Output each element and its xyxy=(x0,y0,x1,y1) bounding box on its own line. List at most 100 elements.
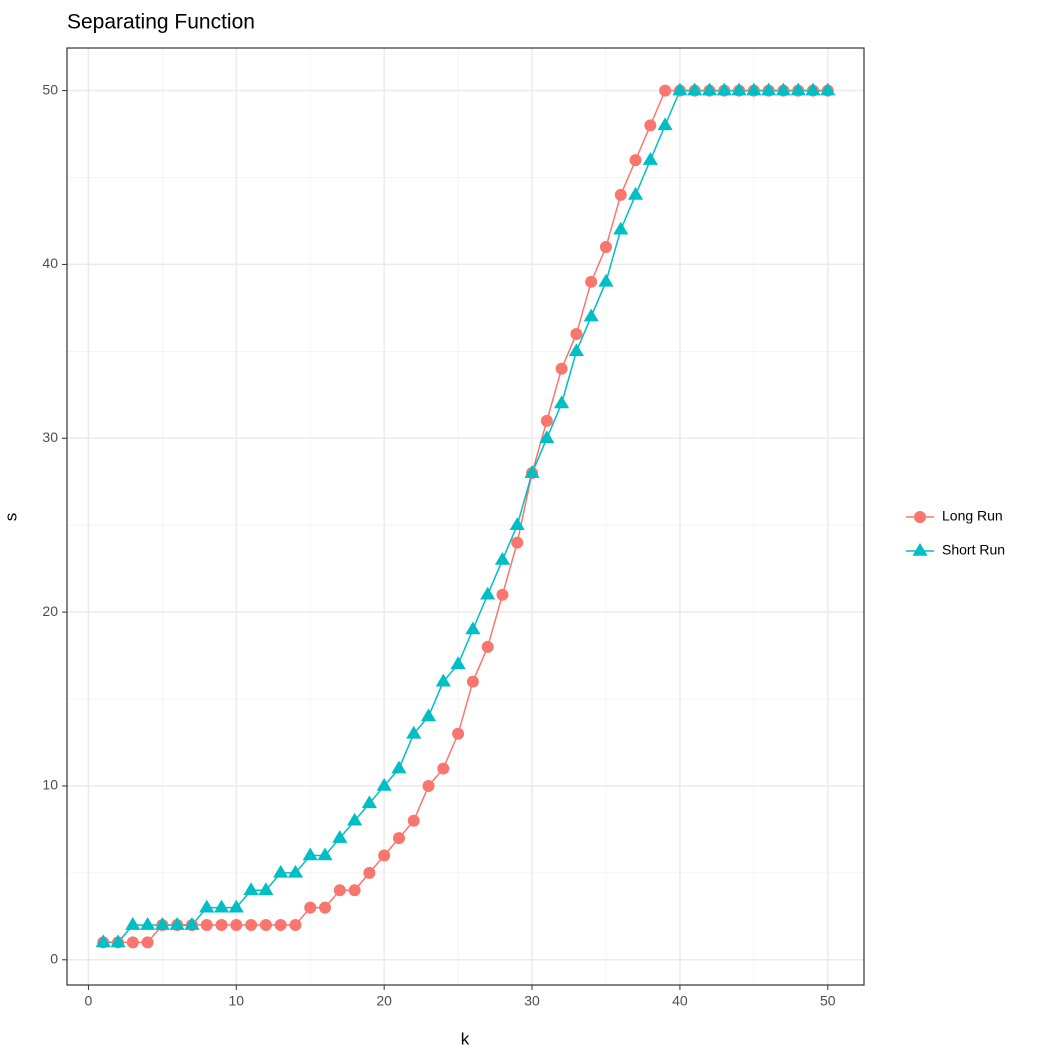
plot-background xyxy=(67,48,864,985)
point xyxy=(184,917,200,930)
point xyxy=(437,762,450,775)
point xyxy=(435,673,451,687)
x-tick-label: 20 xyxy=(376,993,392,1009)
legend-text: Short Run xyxy=(942,542,1005,558)
point xyxy=(333,884,346,897)
legend-marker xyxy=(912,543,928,556)
point xyxy=(642,152,658,165)
point xyxy=(627,186,644,200)
legend-marker xyxy=(914,511,926,523)
point xyxy=(805,82,821,96)
point xyxy=(540,414,553,427)
point xyxy=(687,82,703,96)
point xyxy=(245,919,258,932)
point xyxy=(273,864,289,878)
point xyxy=(154,917,170,930)
point xyxy=(790,82,806,96)
point xyxy=(599,241,612,254)
point xyxy=(450,656,466,670)
point xyxy=(511,536,524,549)
point xyxy=(110,934,126,948)
point xyxy=(716,82,732,96)
point xyxy=(169,917,185,930)
point xyxy=(465,621,481,635)
point xyxy=(420,708,437,722)
point xyxy=(775,82,792,96)
y-tick-label: 40 xyxy=(42,255,58,271)
point xyxy=(317,847,333,861)
point xyxy=(139,917,156,930)
point xyxy=(407,814,420,827)
point xyxy=(761,82,777,96)
point xyxy=(480,586,496,600)
x-tick-label: 40 xyxy=(672,993,688,1009)
point xyxy=(585,275,598,288)
y-tick-label: 30 xyxy=(42,429,58,445)
point xyxy=(259,919,272,932)
point xyxy=(95,934,111,948)
point xyxy=(466,675,479,688)
chart-title: Separating Function xyxy=(67,11,255,34)
point xyxy=(376,777,392,791)
point xyxy=(659,84,672,97)
point xyxy=(568,343,584,357)
point xyxy=(363,866,376,879)
point xyxy=(629,154,642,167)
y-axis-title: s xyxy=(1,513,20,522)
point xyxy=(598,273,614,287)
point xyxy=(583,308,599,322)
plot-border xyxy=(66,47,865,986)
point xyxy=(347,812,363,826)
point xyxy=(125,917,141,930)
point xyxy=(274,919,287,932)
y-tick-label: 0 xyxy=(50,950,58,966)
point xyxy=(332,830,348,843)
point xyxy=(287,864,304,878)
point xyxy=(378,849,391,862)
point xyxy=(731,82,747,96)
point xyxy=(141,936,154,949)
point xyxy=(302,847,318,861)
point xyxy=(746,82,762,96)
x-tick-label: 30 xyxy=(524,993,540,1009)
point xyxy=(613,221,629,235)
x-tick-label: 10 xyxy=(229,993,245,1009)
point xyxy=(126,936,139,949)
point xyxy=(319,901,332,914)
point xyxy=(539,430,555,444)
x-axis-title: k xyxy=(461,1029,470,1048)
point xyxy=(555,362,568,375)
point xyxy=(496,588,509,601)
point xyxy=(200,919,213,932)
point xyxy=(820,82,836,96)
point xyxy=(289,919,302,932)
point xyxy=(494,551,511,565)
point xyxy=(243,882,259,896)
point xyxy=(554,395,570,409)
point xyxy=(213,899,230,913)
y-tick-label: 20 xyxy=(42,603,58,619)
point xyxy=(392,832,405,845)
point xyxy=(348,884,361,897)
point xyxy=(509,517,525,530)
legend-text: Long Run xyxy=(942,508,1003,524)
point xyxy=(361,795,377,809)
point xyxy=(672,82,688,96)
x-tick-label: 0 xyxy=(85,993,93,1009)
point xyxy=(391,760,407,774)
point xyxy=(481,640,494,653)
point xyxy=(406,725,422,739)
point xyxy=(304,901,317,914)
point xyxy=(452,727,465,740)
point xyxy=(258,882,274,896)
point xyxy=(228,899,244,913)
y-tick-label: 10 xyxy=(42,777,58,793)
point xyxy=(644,119,657,132)
point xyxy=(570,327,583,340)
point xyxy=(422,779,435,792)
y-tick-label: 50 xyxy=(42,81,58,97)
point xyxy=(199,899,215,913)
point xyxy=(215,919,228,932)
point xyxy=(657,117,673,131)
